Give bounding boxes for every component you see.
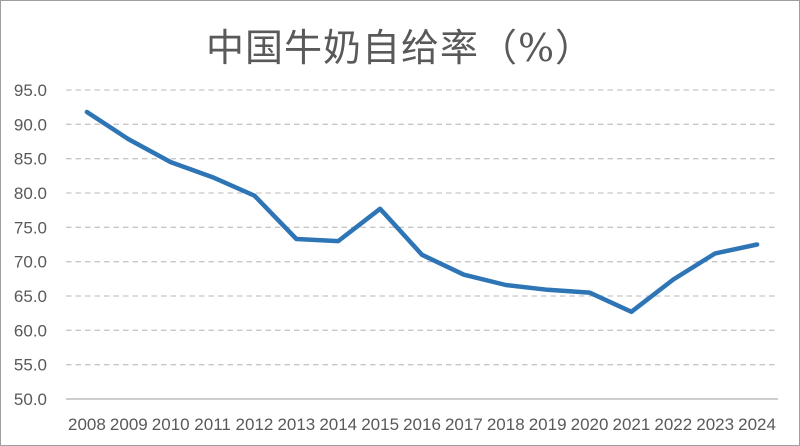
chart-title: 中国牛奶自给率（%）: [205, 26, 595, 70]
x-axis-tick-label: 2022: [654, 415, 692, 434]
x-axis-tick-label: 2010: [152, 415, 190, 434]
x-axis-tick-label: 2023: [696, 415, 734, 434]
y-axis-tick-label: 75.0: [14, 218, 47, 237]
data-line-series: [84, 109, 760, 315]
x-axis-tick-label: 2019: [529, 415, 567, 434]
x-axis-tick-label: 2009: [110, 415, 148, 434]
y-axis-tick-label: 95.0: [14, 81, 47, 100]
x-axis-tick-label: 2008: [68, 415, 106, 434]
x-axis-tick-label: 2018: [487, 415, 525, 434]
x-axis-tick-label: 2016: [403, 415, 441, 434]
y-axis-tick-label: 85.0: [14, 150, 47, 169]
x-axis-tick-label: 2011: [194, 415, 231, 434]
x-axis-tick-label: 2014: [319, 415, 357, 434]
y-axis-tick-label: 50.0: [14, 390, 47, 409]
y-axis-tick-label: 55.0: [14, 356, 47, 375]
x-axis-tick-label: 2024: [738, 415, 776, 434]
y-axis-tick-label: 60.0: [14, 321, 47, 340]
x-axis-tick-label: 2012: [236, 415, 274, 434]
y-axis-tick-label: 90.0: [14, 115, 47, 134]
y-axis-tick-label: 70.0: [14, 253, 47, 272]
y-axis-tick-label: 80.0: [14, 184, 47, 203]
x-axis-tick-label: 2015: [361, 415, 399, 434]
x-axis-tick-label: 2021: [612, 415, 650, 434]
x-axis-tick-label: 2020: [571, 415, 609, 434]
x-axis-tick-label: 2017: [445, 415, 483, 434]
x-axis-tick-label: 2013: [277, 415, 315, 434]
y-axis-tick-label: 65.0: [14, 287, 47, 306]
